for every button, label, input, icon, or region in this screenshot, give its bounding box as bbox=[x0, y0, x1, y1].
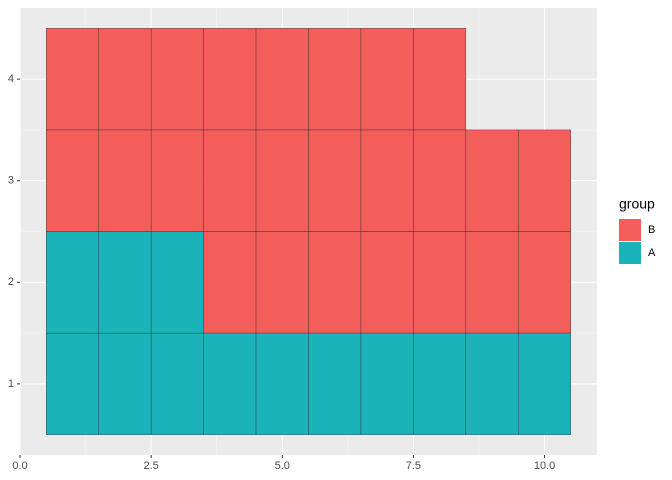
tile bbox=[150, 332, 204, 435]
y-tick-label: 3 bbox=[8, 175, 14, 187]
tile bbox=[360, 332, 414, 435]
tile bbox=[465, 129, 519, 232]
x-tick-label: 2.5 bbox=[143, 460, 158, 472]
tile bbox=[360, 231, 414, 334]
tile bbox=[46, 28, 99, 131]
tile bbox=[98, 332, 152, 435]
tile bbox=[360, 28, 414, 131]
tile bbox=[255, 332, 309, 435]
tile bbox=[46, 332, 99, 435]
legend-key bbox=[619, 242, 641, 264]
tile bbox=[46, 129, 99, 232]
tile bbox=[518, 332, 571, 435]
tile bbox=[203, 129, 257, 232]
legend-label: B bbox=[648, 224, 655, 236]
tile bbox=[255, 28, 309, 131]
tile bbox=[203, 28, 257, 131]
tile bbox=[150, 28, 204, 131]
y-tick-label: 4 bbox=[8, 73, 14, 85]
y-tick-label: 2 bbox=[8, 276, 14, 288]
tile bbox=[150, 129, 204, 232]
y-tick-label: 1 bbox=[8, 378, 14, 390]
tile bbox=[308, 332, 362, 435]
tile bbox=[518, 231, 571, 334]
tile bbox=[150, 231, 204, 334]
x-tick-label: 5.0 bbox=[275, 460, 290, 472]
tile bbox=[413, 231, 467, 334]
tile bbox=[465, 231, 519, 334]
tile bbox=[98, 129, 152, 232]
tile bbox=[413, 28, 467, 131]
tile bbox=[308, 28, 362, 131]
tile bbox=[360, 129, 414, 232]
tile bbox=[413, 129, 467, 232]
tile bbox=[518, 129, 571, 232]
tile bbox=[255, 231, 309, 334]
tile bbox=[308, 231, 362, 334]
tile bbox=[46, 231, 99, 334]
x-tick-label: 0.0 bbox=[12, 460, 27, 472]
tile bbox=[98, 231, 152, 334]
legend-label: A bbox=[648, 247, 656, 259]
x-tick-label: 10.0 bbox=[534, 460, 555, 472]
tile bbox=[203, 231, 257, 334]
tile bbox=[98, 28, 152, 131]
legend-key bbox=[619, 219, 641, 241]
tile bbox=[465, 332, 519, 435]
tile bbox=[413, 332, 467, 435]
legend-title: group bbox=[619, 196, 655, 212]
tile bbox=[255, 129, 309, 232]
x-tick-label: 7.5 bbox=[406, 460, 421, 472]
tile bbox=[203, 332, 257, 435]
tile bbox=[308, 129, 362, 232]
